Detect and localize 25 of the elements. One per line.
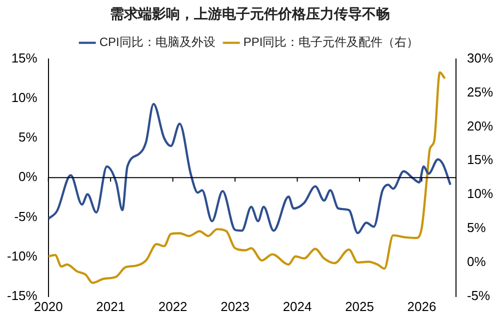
x-tick-label: 2022 [158, 298, 188, 314]
y-tick-label: 15% [11, 50, 38, 66]
y2-tick-label: 10% [466, 186, 494, 202]
line-series [48, 102, 452, 234]
line-series [48, 71, 446, 284]
y-tick-label: 0% [18, 169, 38, 184]
y-tick-label: -5% [14, 208, 38, 224]
y2-tick-label: 25% [466, 84, 494, 100]
y2-tick-label: 0% [466, 254, 486, 270]
y-tick-label: -10% [6, 248, 38, 264]
x-tick-label: 2023 [220, 298, 250, 314]
chart-title: 需求端影响，上游电子元件价格压力传导不畅 [110, 5, 390, 22]
x-tick-label: 2025 [345, 298, 374, 314]
y2-tick-label: 30% [466, 50, 494, 66]
y-tick-label: 5% [18, 130, 38, 145]
y-tick-label: 10% [11, 90, 38, 105]
legend-label: PPI同比：电子元件及配件（右） [243, 35, 419, 50]
x-tick-label: 2026 [407, 298, 436, 314]
y2-tick-label: 5% [466, 220, 486, 236]
legend-label: CPI同比：电脑及外设 [99, 35, 216, 50]
y2-tick-label: -5% [466, 288, 491, 303]
y2-tick-label: 20% [466, 118, 494, 134]
y2-tick-label: 15% [466, 152, 494, 168]
x-tick-label: 2021 [96, 298, 126, 314]
x-tick-label: 2024 [282, 298, 312, 314]
